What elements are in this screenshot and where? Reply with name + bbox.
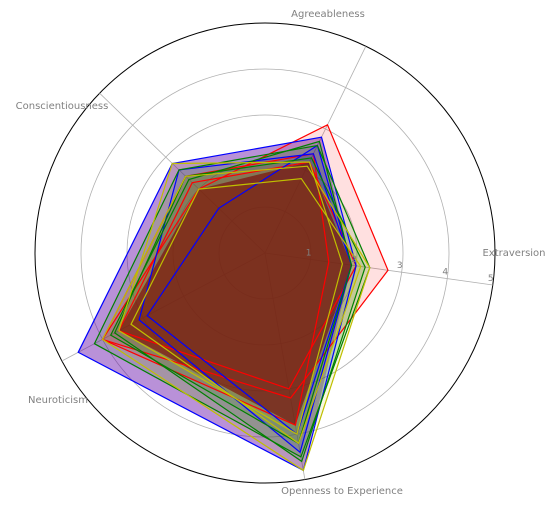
axis-label-5: Openness to Experience	[281, 486, 403, 497]
series-line-5	[138, 153, 353, 454]
series-line-12	[118, 161, 344, 436]
series-line-9	[109, 140, 353, 445]
tick-label-3: 3	[397, 261, 403, 271]
tick-label-1: 1	[306, 248, 312, 258]
series-line-1	[101, 123, 389, 399]
axis-label-2: Agreeableness	[291, 9, 365, 20]
outer-frame-circle	[34, 22, 496, 484]
axis-label-3: Conscientiousness	[16, 101, 109, 112]
radar-series	[77, 123, 389, 472]
series-line-8	[113, 157, 366, 463]
tick-label-2: 2	[351, 255, 357, 265]
radar-tick-labels: 1 2 3 4 5	[306, 248, 494, 284]
tick-label-4: 4	[442, 268, 448, 278]
radar-axis-labels: Extraversion Agreeableness Conscientiousne…	[16, 9, 546, 497]
series-line-4	[77, 136, 357, 472]
tick-label-5: 5	[488, 274, 494, 284]
core-fill-area	[118, 162, 352, 426]
axis-label-4: Neuroticism	[28, 395, 88, 406]
axis-label-1: Extraversion	[482, 248, 545, 259]
series-line-10	[101, 165, 371, 472]
series-line-11	[130, 177, 362, 445]
series-line-6	[146, 144, 353, 436]
